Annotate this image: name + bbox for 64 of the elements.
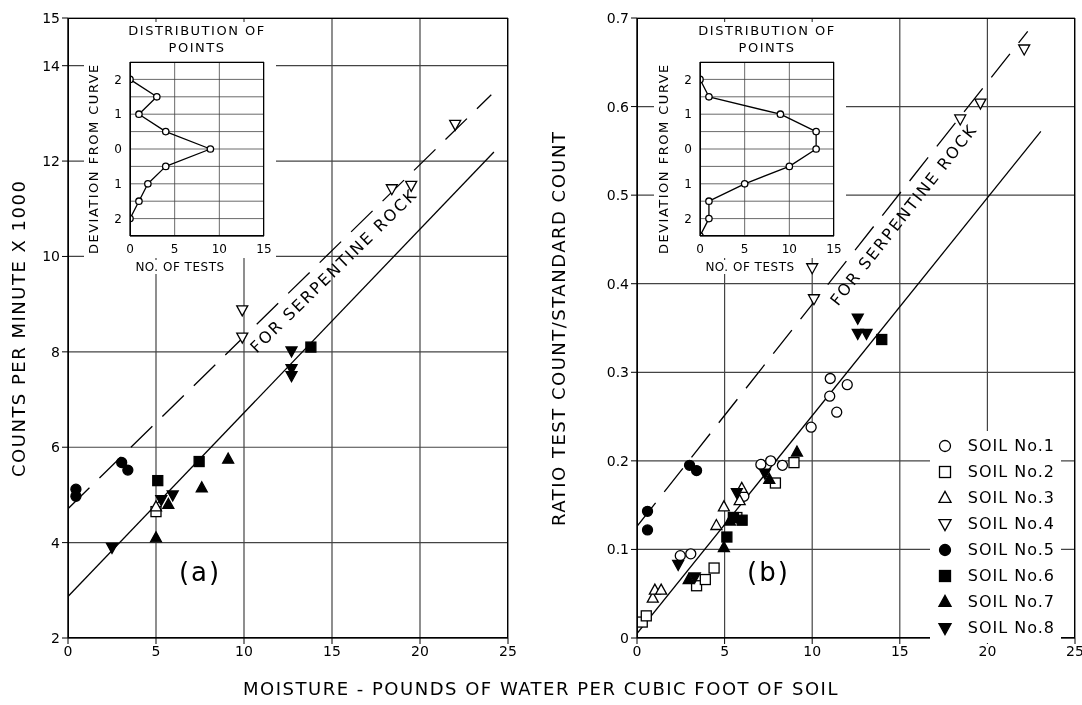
y-tick-label: 14 xyxy=(42,57,61,74)
x-tick-label: 5 xyxy=(720,642,730,659)
y-tick-label: 0.3 xyxy=(606,364,629,381)
y-tick-label: 0 xyxy=(620,629,629,646)
x-tick-label: 10 xyxy=(211,241,227,256)
x-tick-label: 0 xyxy=(696,241,704,256)
x-tick-label: 15 xyxy=(323,642,341,659)
y-tick-label: 8 xyxy=(51,343,60,360)
x-tick-label: 10 xyxy=(803,642,822,659)
y-tick-label: 0 xyxy=(114,142,122,157)
x-tick-label: 15 xyxy=(256,241,272,256)
x-axis-title: NO. OF TESTS xyxy=(135,260,225,274)
legend-label: SOIL No.6 xyxy=(967,565,1055,587)
y-tick-label: 2 xyxy=(684,72,692,87)
chart-title: DISTRIBUTION OF POINTS xyxy=(697,22,837,56)
x-tick-label: 0 xyxy=(126,241,134,256)
x-tick-label: 25 xyxy=(1066,642,1082,659)
y-tick-label: 1 xyxy=(684,107,692,122)
legend-label: SOIL No.5 xyxy=(967,539,1055,561)
x-tick-label: 20 xyxy=(411,642,429,659)
x-tick-label: 5 xyxy=(151,642,161,659)
x-tick-label: 5 xyxy=(740,241,749,256)
y-tick-label: 0.7 xyxy=(606,9,629,26)
chart-title: DISTRIBUTION OF POINTS xyxy=(127,22,267,56)
y-tick-label: 2 xyxy=(114,72,122,87)
legend-label: SOIL No.3 xyxy=(967,487,1055,509)
y-tick-label: 0.6 xyxy=(606,98,630,115)
y-tick-label: 15 xyxy=(42,9,60,26)
y-tick-label: 0 xyxy=(684,142,692,157)
x-tick-label: 10 xyxy=(781,241,797,256)
y-axis-title: COUNTS PER MINUTE X 1000 xyxy=(8,178,30,479)
y-tick-label: 2 xyxy=(114,211,122,226)
y-tick-label: 2 xyxy=(51,629,60,646)
x-tick-label: 25 xyxy=(499,642,517,659)
x-tick-label: 0 xyxy=(632,642,642,659)
y-tick-label: 6 xyxy=(51,439,61,456)
x-axis-title: NO. OF TESTS xyxy=(705,260,795,274)
y-tick-label: 1 xyxy=(114,177,122,192)
x-tick-label: 15 xyxy=(890,642,909,659)
y-axis-title: DEVIATION FROM CURVE xyxy=(656,62,672,256)
x-tick-label: 20 xyxy=(978,642,997,659)
annotation: (a) xyxy=(177,557,223,588)
legend-label: SOIL No.8 xyxy=(967,617,1055,639)
legend-label: SOIL No.4 xyxy=(967,513,1055,535)
y-tick-label: 4 xyxy=(51,534,61,551)
y-tick-label: 1 xyxy=(114,107,122,122)
x-axis-title: MOISTURE - POUNDS OF WATER PER CUBIC FOOT OF SOIL xyxy=(242,678,840,699)
x-tick-label: 10 xyxy=(235,642,253,659)
y-tick-label: 2 xyxy=(684,211,692,226)
x-tick-label: 5 xyxy=(170,241,179,256)
y-axis-title: DEVIATION FROM CURVE xyxy=(86,62,102,256)
y-tick-label: 0.2 xyxy=(606,452,629,469)
y-tick-label: 0.5 xyxy=(606,187,629,204)
legend-label: SOIL No.7 xyxy=(967,591,1055,613)
y-tick-label: 0.4 xyxy=(606,275,630,292)
y-tick-label: 1 xyxy=(684,177,692,192)
y-tick-label: 0.1 xyxy=(606,541,629,558)
y-tick-label: 12 xyxy=(42,153,60,170)
x-tick-label: 15 xyxy=(826,241,842,256)
legend-label: SOIL No.1 xyxy=(967,435,1055,457)
y-axis-title: RATIO TEST COUNT/STANDARD COUNT xyxy=(548,129,570,528)
legend-label: SOIL No.2 xyxy=(967,461,1055,483)
annotation: (b) xyxy=(746,557,791,588)
x-tick-label: 0 xyxy=(63,642,73,659)
